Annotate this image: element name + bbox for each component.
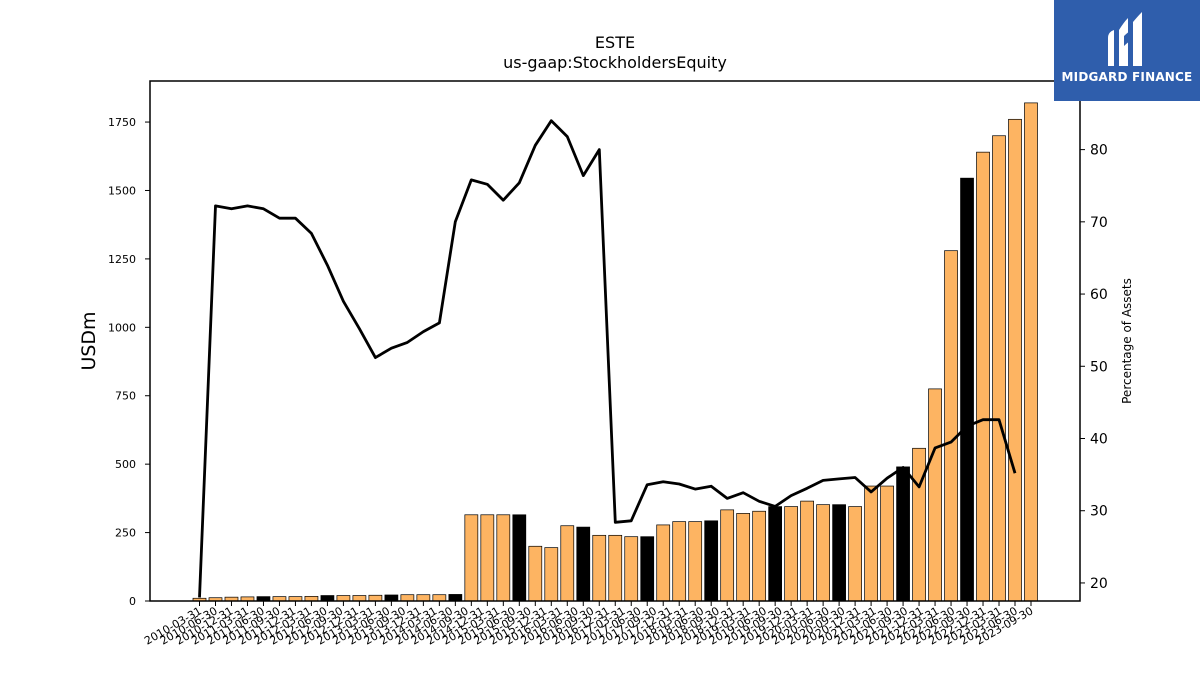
bar: [992, 135, 1006, 602]
bar: [784, 506, 798, 602]
bar: [592, 534, 607, 602]
y2-tick-label: 50: [1090, 359, 1108, 375]
bar: [432, 594, 447, 602]
bar: [1024, 102, 1038, 602]
y-tick-label: 750: [115, 390, 136, 403]
bar: [576, 526, 591, 602]
bar: [640, 536, 655, 602]
y2-tick-label: 60: [1090, 287, 1108, 303]
bar: [976, 151, 990, 602]
x-axis: 2010-03-312010-06-302010-12-312011-03-31…: [142, 601, 1036, 648]
bar: [800, 500, 814, 602]
bar: [400, 594, 415, 602]
y-tick-label: 250: [115, 527, 136, 540]
bar: [1008, 118, 1022, 602]
bar: [768, 506, 783, 602]
bar: [528, 545, 543, 602]
bar: [496, 514, 511, 602]
y2-tick-label: 40: [1090, 432, 1108, 448]
y2-tick-label: 80: [1090, 143, 1108, 159]
logo-mark-icon: [1108, 12, 1142, 66]
bar: [864, 485, 878, 602]
chart-title: ESTE: [595, 33, 635, 52]
y2-tick-label: 20: [1090, 576, 1108, 592]
bar: [752, 510, 767, 602]
bar: [512, 514, 527, 602]
bar-series: [192, 102, 1038, 602]
bar: [672, 521, 687, 602]
chart-subtitle: us-gaap:StockholdersEquity: [503, 53, 727, 72]
y-tick-label: 500: [115, 458, 136, 471]
bar: [960, 177, 974, 602]
y-axis-label: USDm: [78, 311, 100, 370]
bar: [448, 594, 463, 602]
bar: [944, 250, 958, 602]
bar: [832, 504, 846, 602]
bar: [848, 506, 862, 602]
midgard-finance-logo: MIDGARD FINANCE: [1054, 0, 1200, 101]
bar: [336, 595, 351, 602]
bar: [912, 447, 926, 602]
bar: [928, 388, 942, 602]
y-axis-left: 0 250 500 750 1000 1250 1500 1750: [108, 116, 150, 608]
bar: [384, 594, 399, 602]
bar: [736, 513, 751, 602]
bar: [320, 595, 335, 602]
bar: [896, 466, 910, 602]
bar: [560, 525, 575, 602]
bar: [544, 547, 559, 602]
y-tick-label: 1750: [108, 116, 136, 129]
y2-tick-label: 70: [1090, 215, 1108, 231]
y-tick-label: 0: [129, 595, 136, 608]
percentage-line-path: [198, 119, 1017, 598]
y-tick-label: 1500: [108, 184, 136, 197]
logo-text: MIDGARD FINANCE: [1061, 70, 1193, 84]
bar: [368, 594, 383, 602]
y-tick-label: 1250: [108, 253, 136, 266]
bar: [688, 521, 703, 602]
percentage-line: [198, 119, 1017, 598]
bar: [464, 514, 479, 602]
y-axis-right: 20 30 40 50 60 70 80: [1080, 143, 1108, 592]
bar: [480, 514, 495, 602]
y2-axis-label: Percentage of Assets: [1120, 278, 1134, 404]
bar: [880, 485, 894, 602]
bar: [704, 520, 719, 602]
bar: [352, 595, 367, 602]
bar: [720, 509, 735, 602]
bar: [416, 594, 431, 602]
bar: [608, 534, 623, 602]
bar: [816, 504, 830, 602]
y2-tick-label: 30: [1090, 504, 1108, 520]
y-tick-label: 1000: [108, 321, 136, 334]
bar: [624, 536, 639, 602]
bar: [656, 524, 671, 602]
